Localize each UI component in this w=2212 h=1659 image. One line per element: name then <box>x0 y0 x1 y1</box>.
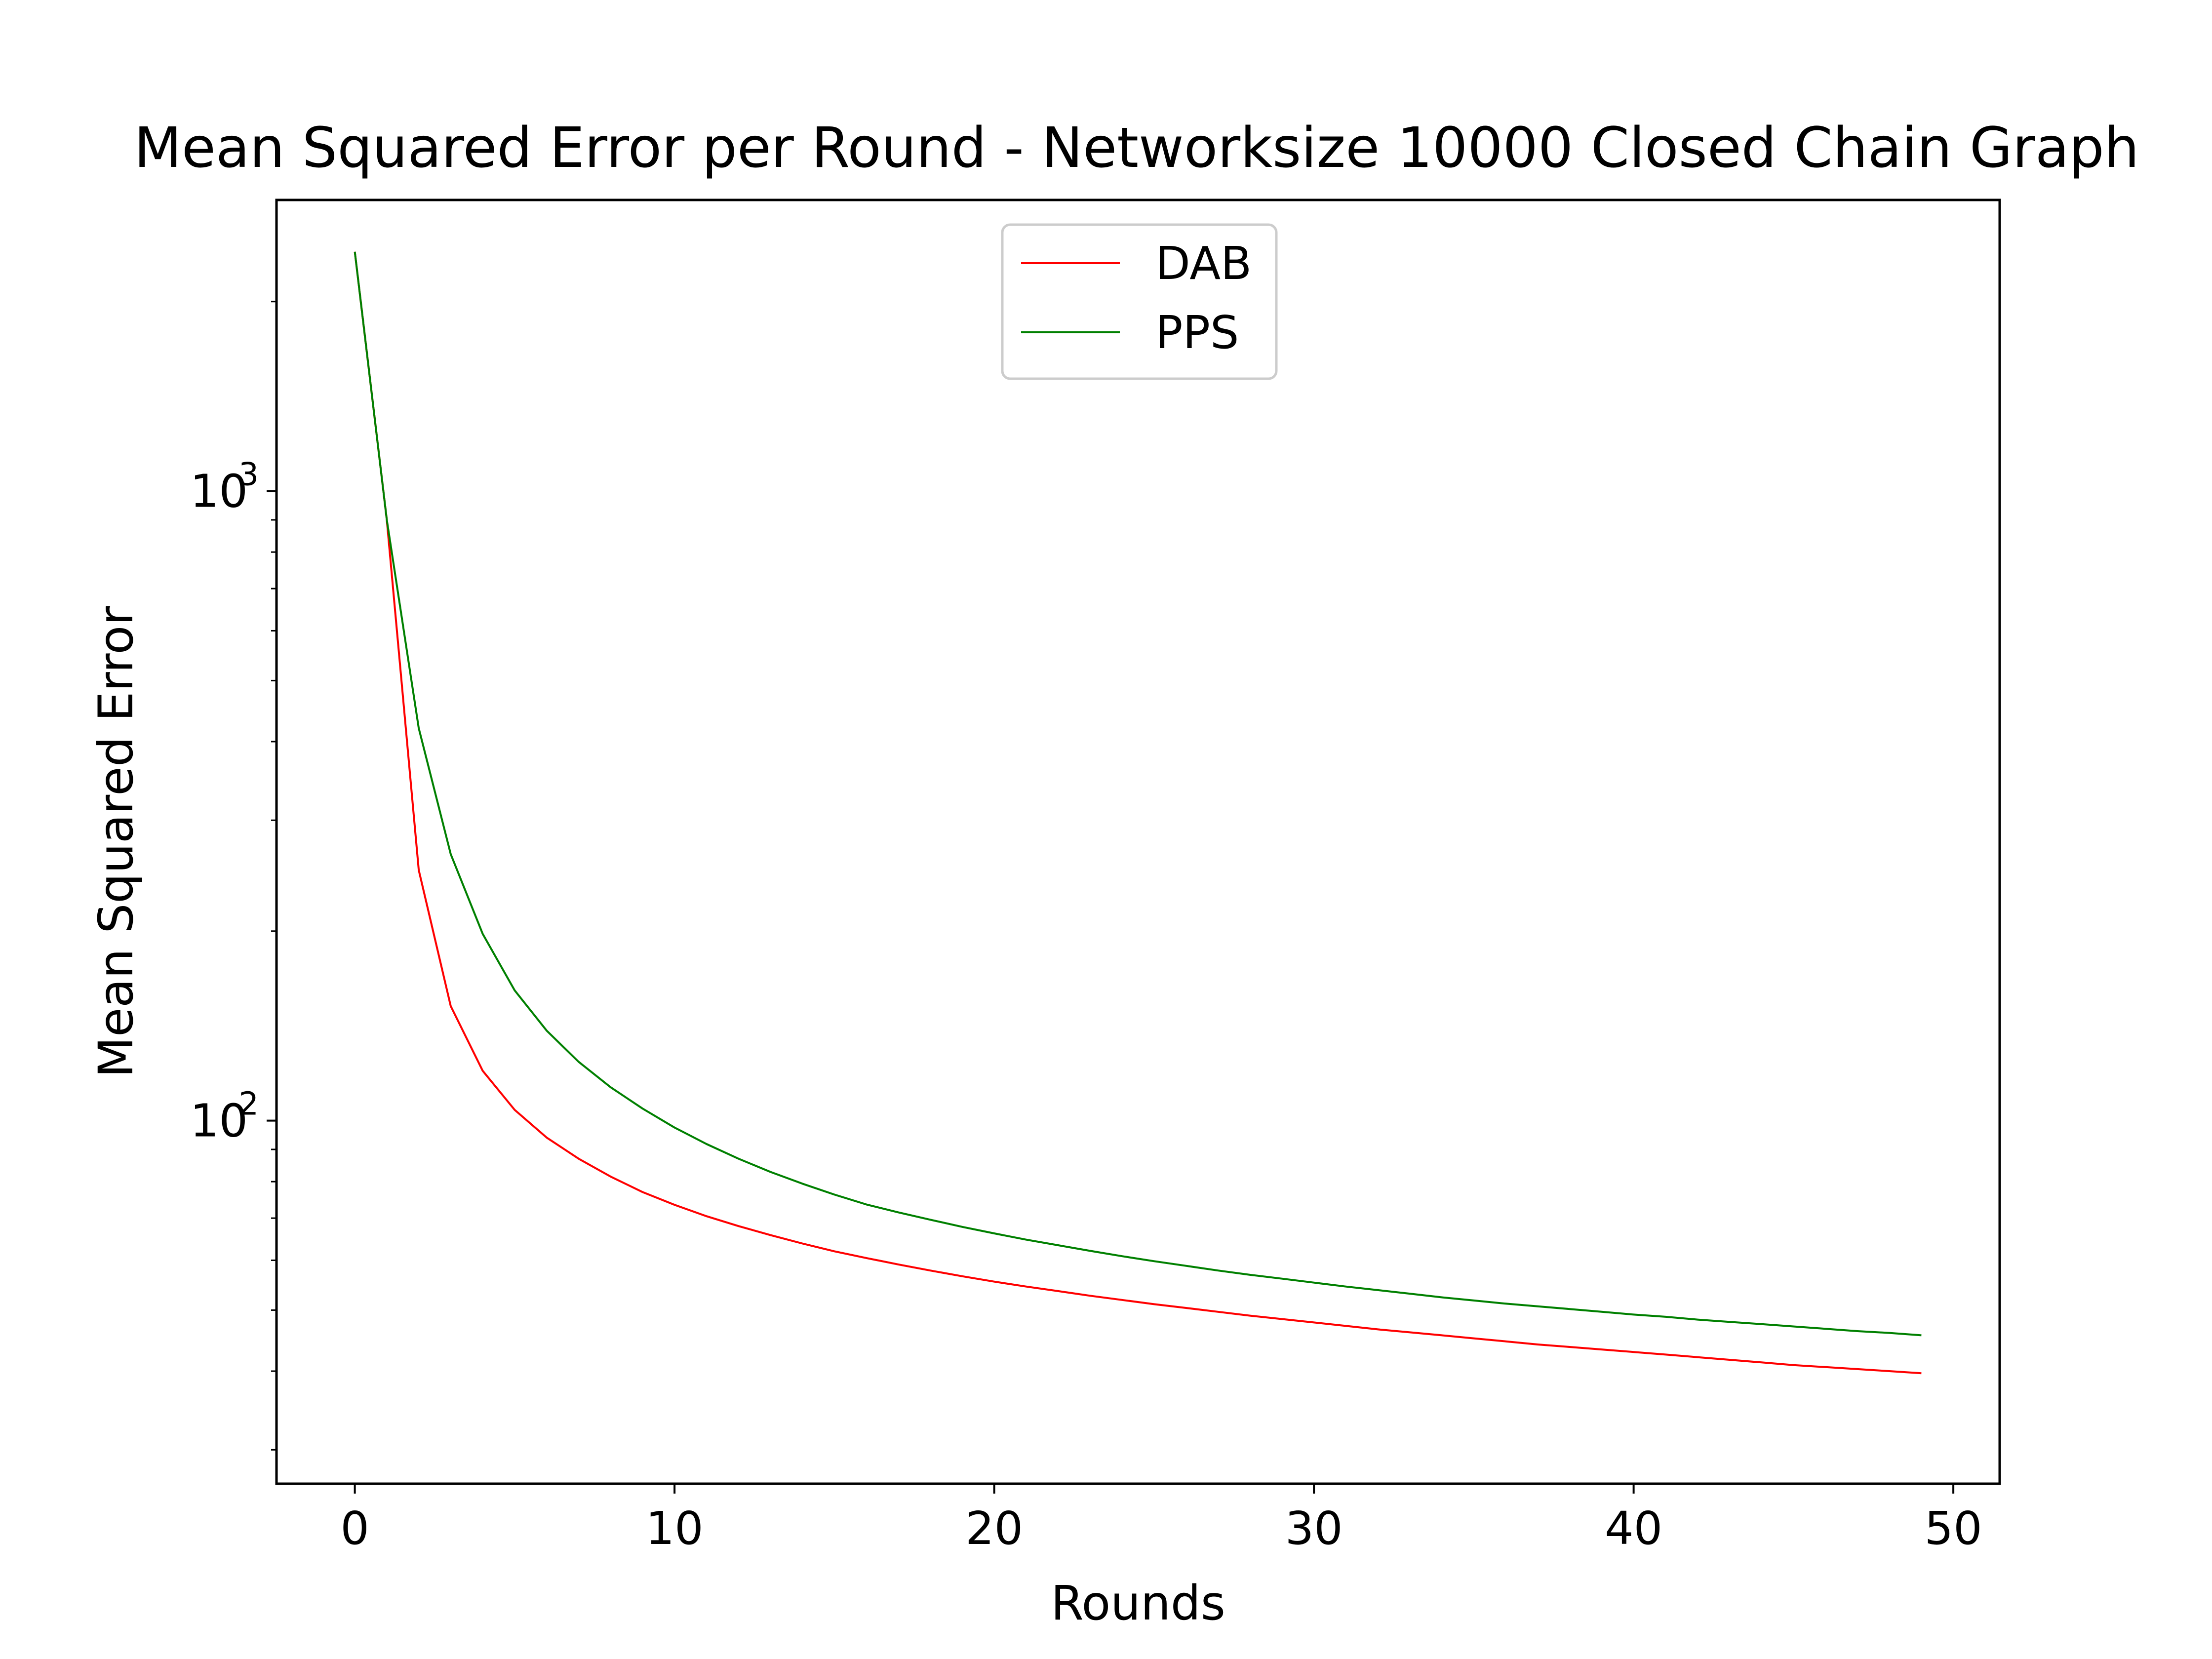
x-tick-label: 10 <box>646 1502 704 1555</box>
y-tick-label: 10 <box>190 465 248 518</box>
plot-area <box>275 198 2001 1485</box>
x-tick-label: 20 <box>965 1502 1023 1555</box>
series-layer <box>354 251 1922 1375</box>
series-line-dab <box>354 251 1922 1375</box>
y-tick-exponent: 2 <box>238 1086 259 1123</box>
y-tick-label: 10 <box>190 1095 248 1147</box>
plot-background <box>276 200 2000 1484</box>
x-axis-label: Rounds <box>1051 1576 1225 1631</box>
x-tick-label: 0 <box>340 1502 369 1555</box>
legend-label-dab: DAB <box>1155 237 1252 290</box>
legend: DAB PPS <box>1001 223 1278 380</box>
x-tick-label: 40 <box>1605 1502 1662 1555</box>
plot-frame <box>275 198 2001 1485</box>
series-line-pps <box>354 251 1922 1337</box>
x-tick-label: 30 <box>1285 1502 1343 1555</box>
x-axis-ticks: 0 10 20 30 40 50 <box>340 1484 1982 1555</box>
legend-label-pps: PPS <box>1155 306 1239 359</box>
y-tick-exponent: 3 <box>238 457 259 493</box>
y-axis-label: Mean Squared Error <box>88 606 144 1078</box>
x-tick-label: 50 <box>1925 1502 1982 1555</box>
chart-title: Mean Squared Error per Round - Networksi… <box>134 116 2139 180</box>
